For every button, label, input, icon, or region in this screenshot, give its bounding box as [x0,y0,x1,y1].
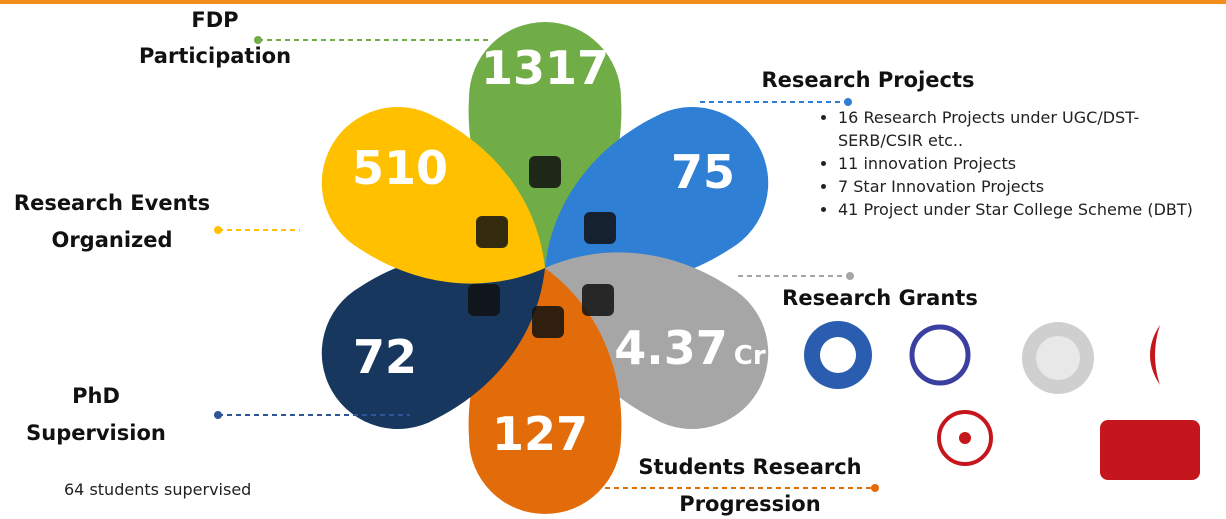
dot [214,226,222,234]
logo-ugc [937,410,993,466]
logo-csir-inner [820,337,856,373]
value: 510 [352,141,448,195]
project-item: 7 Star Innovation Projects [838,175,1223,198]
logo-serb [909,324,971,386]
value: 127 [492,407,588,461]
project-list: 16 Research Projects under UGC/DST-SERB/… [818,106,1223,221]
label: Research Events [14,191,210,215]
dot [871,484,879,492]
petal-value: 4.37 Cr [614,321,766,375]
project-item: 41 Project under Star College Scheme (DB… [838,198,1223,221]
project-item: 16 Research Projects under UGC/DST-SERB/… [838,106,1223,152]
project-item: 11 innovation Projects [838,152,1223,175]
label: Students Research [638,455,861,479]
petal-value: 72 [353,330,417,384]
icon-brain [582,284,614,316]
dot [254,36,262,44]
dot [846,272,854,280]
logo-ugc-hub [959,432,971,444]
unit: Cr [734,341,766,371]
icon-graduates [529,156,561,188]
label: Research Grants [782,286,978,310]
icon-target [468,284,500,316]
petal-value: 510 [352,141,448,195]
label: Progression [679,492,820,516]
petal-value: 127 [492,407,588,461]
value: 1317 [481,41,609,95]
icon-database [532,306,564,338]
icon-books [476,216,508,248]
label: FDP [191,8,238,32]
logo-flame [1150,325,1160,385]
petal-value: 75 [671,145,735,199]
logos [804,321,1200,480]
petal-value: 1317 [481,41,609,95]
value: 4.37 [614,321,728,375]
logo-sahitya [1100,420,1200,480]
value: 72 [353,330,417,384]
connectors [218,39,875,489]
dot [214,411,222,419]
top-bar [0,0,1226,4]
value: 75 [671,145,735,199]
connector-dots [214,36,879,492]
label: Research Projects [762,68,975,92]
label: PhD [72,384,120,408]
logo-dbt-inner [1036,336,1080,380]
icon-hands [584,212,616,244]
petals: 1317 75 4.37 Cr 127 72 510 [321,22,769,514]
dot [844,98,852,106]
label: Organized [51,228,172,252]
label: Supervision [26,421,166,445]
phd-note: 64 students supervised [64,480,252,499]
label: Participation [139,44,291,68]
